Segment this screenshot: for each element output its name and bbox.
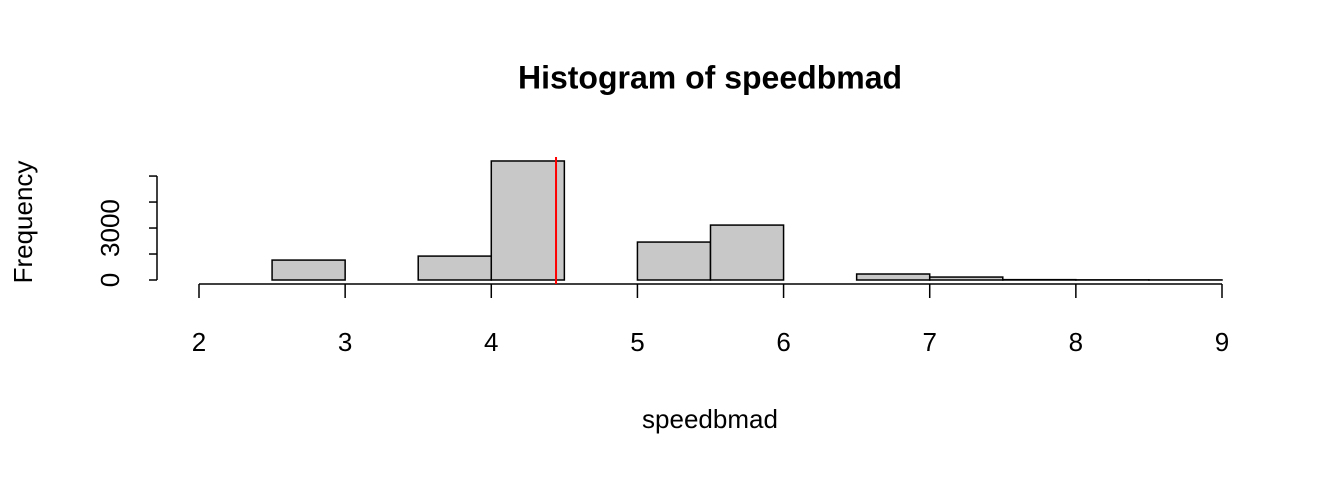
x-tick-label: 5	[630, 327, 644, 357]
y-tick-label: 0	[95, 273, 125, 287]
x-tick-label: 2	[192, 327, 206, 357]
x-tick-label: 6	[776, 327, 790, 357]
x-tick-label: 9	[1215, 327, 1229, 357]
chart-title: Histogram of speedbmad	[518, 59, 902, 95]
bar	[490, 160, 566, 281]
bar	[855, 273, 931, 281]
bar	[928, 276, 1004, 281]
bar	[271, 259, 346, 281]
bar	[709, 224, 785, 281]
x-tick-label: 3	[338, 327, 352, 357]
x-axis-label: speedbmad	[642, 404, 778, 434]
bar	[417, 255, 493, 281]
y-tick-label: 3000	[95, 199, 125, 257]
x-tick-label: 4	[484, 327, 498, 357]
x-tick-label: 7	[922, 327, 936, 357]
x-tick-label: 8	[1069, 327, 1083, 357]
bar	[636, 241, 712, 281]
y-axis-label: Frequency	[8, 161, 38, 284]
